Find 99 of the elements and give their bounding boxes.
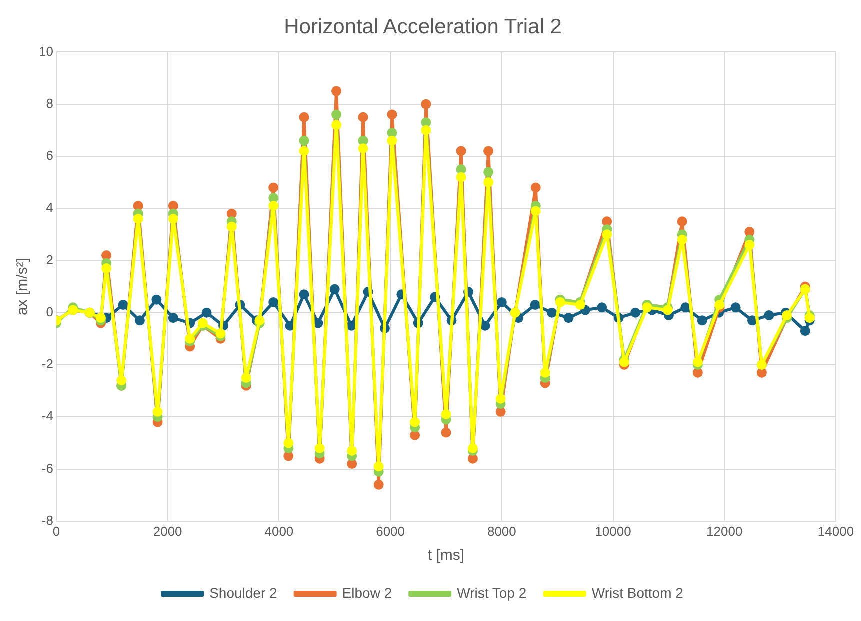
point [530, 206, 541, 216]
x-tick-label: 12000 [706, 524, 743, 539]
point [782, 310, 792, 320]
x-tick-label: 4000 [264, 524, 294, 539]
point [268, 182, 279, 193]
point [198, 318, 208, 328]
point [134, 316, 145, 326]
point [697, 316, 708, 326]
point [530, 182, 541, 193]
point [677, 234, 688, 245]
x-tick-label: 10000 [595, 524, 632, 539]
y-axis-title: ax [m/s²] [14, 258, 32, 316]
point [564, 313, 574, 324]
point [152, 294, 162, 305]
point [226, 222, 237, 232]
y-tick-label: 4 [46, 200, 54, 216]
point [168, 313, 178, 324]
point [358, 112, 368, 122]
point [677, 216, 688, 227]
point [332, 120, 342, 130]
y-tick-label: 0 [46, 304, 54, 320]
y-tick-label: -4 [42, 408, 54, 424]
point [299, 290, 310, 300]
point [332, 86, 342, 96]
point [800, 326, 810, 336]
point [374, 462, 384, 472]
point [547, 308, 558, 318]
point [496, 394, 506, 404]
chart-title: Horizontal Acceleration Trial 2 [284, 15, 562, 38]
point [630, 308, 641, 318]
point [496, 297, 507, 308]
point [268, 200, 279, 211]
point [387, 110, 398, 120]
legend-label: Shoulder 2 [210, 584, 278, 601]
point [421, 99, 432, 110]
point [642, 302, 652, 313]
legend-label: Elbow 2 [342, 584, 392, 601]
point [468, 443, 478, 454]
point [202, 308, 212, 318]
point [314, 443, 325, 454]
point [575, 300, 586, 310]
point [374, 480, 384, 490]
point [118, 300, 128, 310]
point [358, 144, 368, 154]
x-axis-title: t [ms] [428, 547, 465, 564]
point [299, 146, 310, 156]
y-tick-label: -2 [42, 356, 54, 372]
point [484, 178, 494, 188]
point [116, 376, 127, 386]
point [254, 316, 265, 326]
point [133, 214, 144, 224]
point [299, 136, 310, 146]
y-tick-label: 10 [38, 44, 54, 59]
point [764, 310, 774, 320]
point [299, 112, 310, 122]
point [410, 417, 420, 428]
point [555, 297, 566, 308]
x-tick-label: 2000 [153, 524, 182, 539]
point [332, 110, 342, 120]
point [96, 313, 106, 324]
point [530, 300, 540, 310]
y-tick-label: -6 [42, 460, 54, 476]
point [185, 334, 196, 344]
point [602, 230, 612, 240]
point [421, 125, 432, 136]
point [284, 438, 294, 448]
legend-label: Wrist Top 2 [457, 584, 527, 601]
point [456, 146, 466, 156]
y-tick-label: -8 [42, 512, 54, 528]
point [330, 284, 340, 294]
point [441, 428, 452, 438]
point [730, 302, 741, 313]
point [387, 136, 398, 146]
point [619, 357, 630, 368]
x-tick-label: 8000 [487, 524, 516, 539]
point [347, 446, 358, 456]
point [680, 302, 691, 313]
point [441, 410, 452, 420]
point [456, 172, 466, 182]
point [102, 264, 112, 274]
point [268, 297, 279, 308]
point [597, 302, 608, 313]
point [216, 328, 226, 339]
y-tick-label: 8 [46, 96, 54, 111]
point [484, 167, 494, 178]
legend-label: Wrist Bottom 2 [592, 584, 684, 601]
point [168, 214, 178, 224]
y-tick-label: 2 [46, 252, 54, 268]
y-tick-label: 6 [46, 148, 54, 164]
x-tick-label: 6000 [376, 524, 406, 539]
point [744, 240, 755, 250]
point [714, 300, 725, 310]
point [152, 406, 163, 417]
point [540, 368, 550, 378]
x-tick-label: 14000 [818, 524, 854, 539]
point [484, 146, 494, 156]
point [692, 357, 703, 368]
point [241, 373, 252, 384]
point [662, 305, 673, 316]
